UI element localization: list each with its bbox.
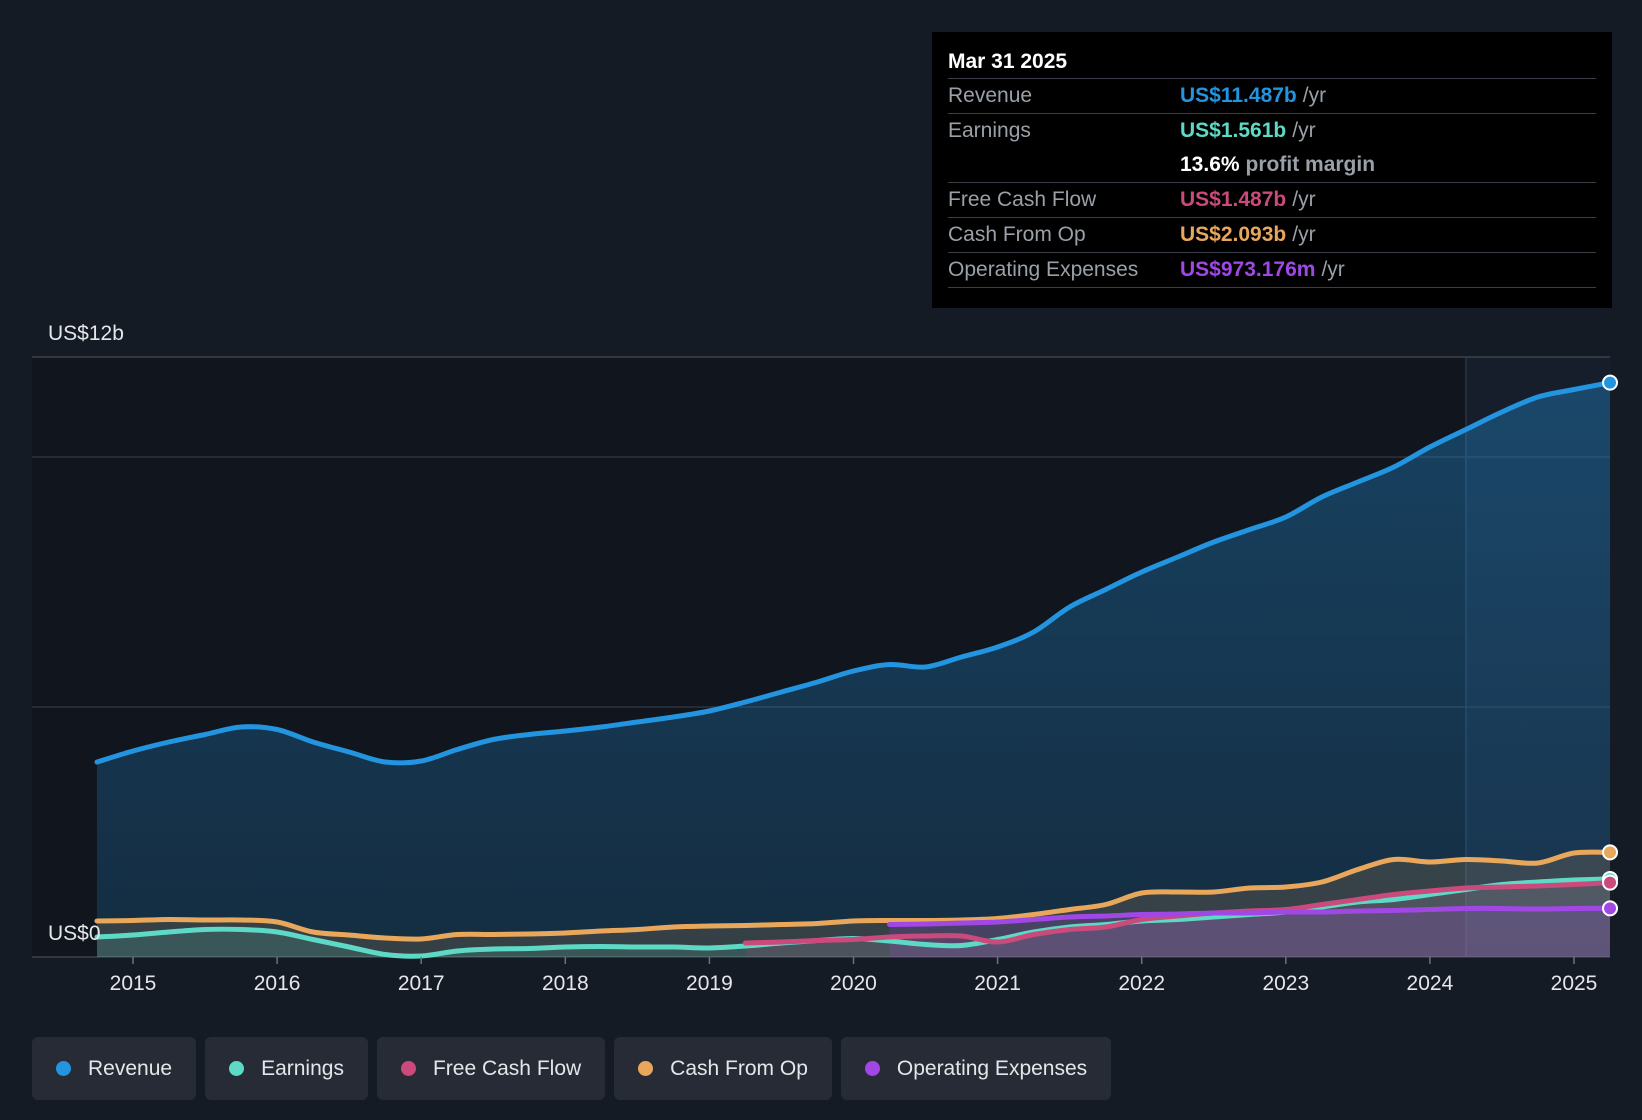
tooltip-margin-text: profit margin: [1245, 153, 1376, 176]
legend-dot-earnings: [229, 1061, 245, 1076]
x-tick-label: 2024: [1407, 972, 1454, 995]
line-cfo: [94, 849, 1613, 942]
legend-dot-opex: [864, 1061, 880, 1076]
chart-legend: Revenue Earnings Free Cash Flow Cash Fro…: [32, 1037, 1112, 1100]
legend-label-revenue: Revenue: [88, 1056, 173, 1080]
area-opex: [889, 908, 1611, 957]
tooltip-row-fcf: Free Cash Flow US$1.487b /yr: [948, 182, 1596, 217]
endpoint-cfo: [1602, 844, 1619, 861]
legend-item-fcf[interactable]: Free Cash Flow: [376, 1037, 606, 1100]
tooltip-date: Mar 31 2025: [948, 50, 1068, 73]
x-tick-label: 2025: [1551, 972, 1598, 995]
endpoint-revenue: [1602, 374, 1619, 391]
legend-label-opex: Operating Expenses: [896, 1056, 1088, 1080]
x-tick-label: 2023: [1262, 972, 1309, 995]
tooltip-label-cfo: Cash From Op: [948, 223, 1086, 246]
y-axis-bottom-label: US$0: [48, 922, 101, 945]
tooltip-panel: Mar 31 2025 Revenue US$11.487b /yr Earni…: [932, 32, 1612, 308]
tooltip-row-earnings: Earnings US$1.561b /yr: [948, 113, 1596, 148]
endpoint-opex: [1602, 900, 1619, 917]
tooltip-unit-revenue: /yr: [1302, 84, 1327, 107]
line-revenue: [94, 380, 1613, 766]
tooltip-row-opex: Operating Expenses US$973.176m /yr: [948, 252, 1596, 288]
tooltip-unit-earnings: /yr: [1292, 119, 1316, 142]
tooltip-value-opex: US$973.176m: [1180, 258, 1316, 281]
legend-item-cfo[interactable]: Cash From Op: [614, 1037, 832, 1100]
tooltip-row-margin: 13.6% profit margin: [948, 148, 1596, 182]
x-tick-label: 2022: [1118, 972, 1165, 995]
x-tick-label: 2019: [686, 972, 733, 995]
x-tick-label: 2017: [398, 972, 445, 995]
tooltip-unit-opex: /yr: [1321, 258, 1345, 281]
legend-item-opex[interactable]: Operating Expenses: [840, 1037, 1112, 1100]
y-axis-top-label: US$12b: [48, 322, 124, 345]
tooltip-unit-cfo: /yr: [1292, 223, 1316, 246]
tooltip-unit-fcf: /yr: [1292, 188, 1316, 211]
tooltip-value-margin: 13.6%: [1180, 153, 1240, 176]
tooltip-row-revenue: Revenue US$11.487b /yr: [948, 78, 1596, 113]
tooltip-value-earnings: US$1.561b: [1180, 119, 1287, 142]
tooltip-value-cfo: US$2.093b: [1180, 223, 1287, 246]
area-revenue: [96, 382, 1611, 957]
series-endpoints: [1602, 374, 1619, 917]
tooltip-label-fcf: Free Cash Flow: [948, 188, 1097, 211]
tooltip-value-fcf: US$1.487b: [1180, 188, 1287, 211]
legend-label-earnings: Earnings: [261, 1056, 344, 1080]
legend-label-fcf: Free Cash Flow: [432, 1056, 582, 1080]
legend-label-cfo: Cash From Op: [670, 1056, 808, 1080]
legend-item-revenue[interactable]: Revenue: [32, 1037, 197, 1100]
legend-dot-cfo: [638, 1061, 654, 1076]
legend-dot-revenue: [56, 1061, 71, 1076]
endpoint-fcf: [1602, 874, 1619, 891]
tooltip-label-opex: Operating Expenses: [948, 258, 1139, 281]
tooltip-row-cfo: Cash From Op US$2.093b /yr: [948, 217, 1596, 252]
tooltip-value-revenue: US$11.487b: [1180, 84, 1297, 107]
x-tick-label: 2020: [830, 972, 877, 995]
line-opex: [887, 905, 1613, 927]
legend-dot-fcf: [400, 1061, 416, 1076]
x-tick-label: 2015: [110, 972, 157, 995]
series-lines: [94, 380, 1613, 959]
area-cfo: [96, 852, 1611, 957]
tooltip-label-revenue: Revenue: [948, 84, 1033, 107]
x-tick-label: 2018: [542, 972, 589, 995]
x-tick-label: 2021: [974, 972, 1021, 995]
x-tick-label: 2016: [254, 972, 301, 995]
x-axis-ticks: 2015 2016 2017 2018 2019 2020 2021 2022 2023 2024…: [110, 957, 1598, 995]
legend-item-earnings[interactable]: Earnings: [205, 1037, 368, 1100]
tooltip-label-earnings: Earnings: [948, 119, 1031, 142]
area-earnings: [96, 878, 1611, 957]
